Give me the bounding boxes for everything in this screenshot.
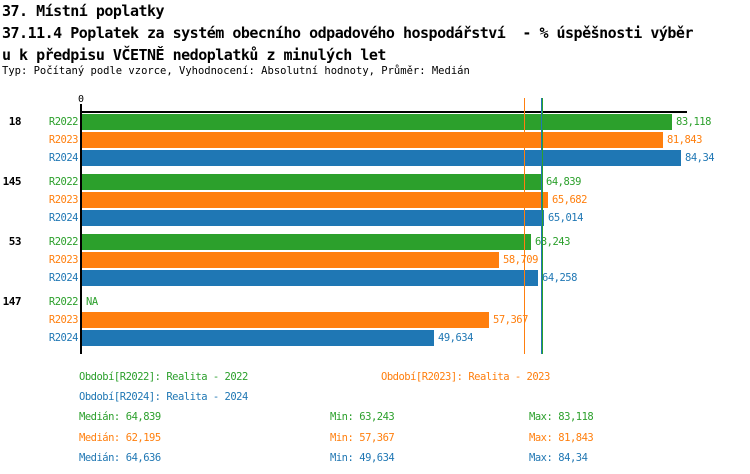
bar-segment <box>82 114 672 130</box>
group-label: 145 <box>2 175 22 188</box>
group-label: 53 <box>8 235 22 248</box>
bar-row-label: R2024 <box>48 332 79 344</box>
stat-median-r2024: Medián: 64,636 <box>79 452 161 464</box>
bar-segment <box>82 210 544 226</box>
group-label: 147 <box>2 295 22 308</box>
plot-area: 0 18 R2022 83,118 R2023 81,843 R2024 84,34 145 R… <box>2 94 715 354</box>
stat-label: Min: <box>330 432 354 444</box>
bar-row-label: R2024 <box>48 272 79 284</box>
stat-value: 64,636 <box>125 452 161 464</box>
bar-segment <box>82 192 548 208</box>
bar-row-label: R2023 <box>48 254 79 266</box>
legend-item-r2022: Období[R2022]: Realita - 2022 <box>79 371 248 383</box>
stat-value: 63,243 <box>359 411 395 423</box>
stat-min-r2023: Min: 57,367 <box>330 432 395 444</box>
bar-value-label: 65,682 <box>552 194 587 206</box>
stat-value: 83,118 <box>558 411 594 423</box>
bar-value-label: 84,34 <box>685 152 715 164</box>
chart-title-line2: u k předpisu VČETNĚ nedoplatků z minulýc… <box>2 46 386 64</box>
stat-label: Medián: <box>79 432 120 444</box>
bar-segment <box>82 174 542 190</box>
stat-max-r2023: Max: 81,843 <box>529 432 594 444</box>
bar-value-label: 64,258 <box>542 272 577 284</box>
bar-row-label: R2023 <box>48 194 79 206</box>
bar-value-label: 57,367 <box>493 314 528 326</box>
bar-row-label: R2023 <box>48 314 79 326</box>
stat-median-r2022: Medián: 64,839 <box>79 411 161 423</box>
legend-item-r2024: Období[R2024]: Realita - 2024 <box>79 391 248 403</box>
median-line-r2024 <box>541 98 542 354</box>
page-title: 37. Místní poplatky <box>2 2 165 20</box>
stat-value: 49,634 <box>359 452 395 464</box>
chart-title-line1: 37.11.4 Poplatek za systém obecního odpa… <box>2 24 694 42</box>
x-axis-zero-label: 0 <box>77 94 85 105</box>
stat-label: Max: <box>529 452 553 464</box>
stat-max-r2022: Max: 83,118 <box>529 411 594 423</box>
bar-row-label: R2024 <box>48 212 79 224</box>
x-axis-line <box>80 111 687 113</box>
bar-segment <box>82 234 531 250</box>
bar-row-label: R2022 <box>48 296 79 308</box>
bar-row-label: R2022 <box>48 236 79 248</box>
stat-label: Max: <box>529 411 553 423</box>
bar-value-label: 64,839 <box>546 176 581 188</box>
stat-label: Max: <box>529 432 553 444</box>
stat-value: 57,367 <box>359 432 395 444</box>
bar-value-label: 83,118 <box>676 116 711 128</box>
x-axis-zero-tick <box>80 104 82 111</box>
bar-row-label: R2022 <box>48 176 79 188</box>
bar-segment <box>82 312 489 328</box>
legend-item-r2023: Období[R2023]: Realita - 2023 <box>381 371 550 383</box>
bar-segment <box>82 330 434 346</box>
stat-label: Min: <box>330 452 354 464</box>
bar-value-label: 65,014 <box>548 212 583 224</box>
stat-label: Medián: <box>79 452 120 464</box>
bar-value-label: NA <box>86 296 98 308</box>
stat-value: 81,843 <box>558 432 594 444</box>
y-axis-line <box>80 111 82 354</box>
chart-meta: Typ: Počítaný podle vzorce, Vyhodnocení:… <box>2 65 470 77</box>
bar-segment <box>82 150 681 166</box>
stat-value: 84,34 <box>558 452 588 464</box>
bar-row-label: R2024 <box>48 152 79 164</box>
bar-row-label: R2023 <box>48 134 79 146</box>
stat-label: Medián: <box>79 411 120 423</box>
bar-value-label: 49,634 <box>438 332 473 344</box>
stat-min-r2024: Min: 49,634 <box>330 452 395 464</box>
bar-value-label: 58,709 <box>503 254 538 266</box>
stat-value: 62,195 <box>125 432 161 444</box>
stat-label: Min: <box>330 411 354 423</box>
stat-min-r2022: Min: 63,243 <box>330 411 395 423</box>
median-line-r2023 <box>524 98 525 354</box>
median-line-r2022 <box>542 98 543 354</box>
stat-median-r2023: Medián: 62,195 <box>79 432 161 444</box>
bar-segment <box>82 270 538 286</box>
bar-segment <box>82 252 499 268</box>
bar-segment <box>82 132 663 148</box>
group-label: 18 <box>8 115 22 128</box>
bar-value-label: 63,243 <box>535 236 570 248</box>
stat-value: 64,839 <box>125 411 161 423</box>
bar-value-label: 81,843 <box>667 134 702 146</box>
stat-max-r2024: Max: 84,34 <box>529 452 588 464</box>
bar-row-label: R2022 <box>48 116 79 128</box>
